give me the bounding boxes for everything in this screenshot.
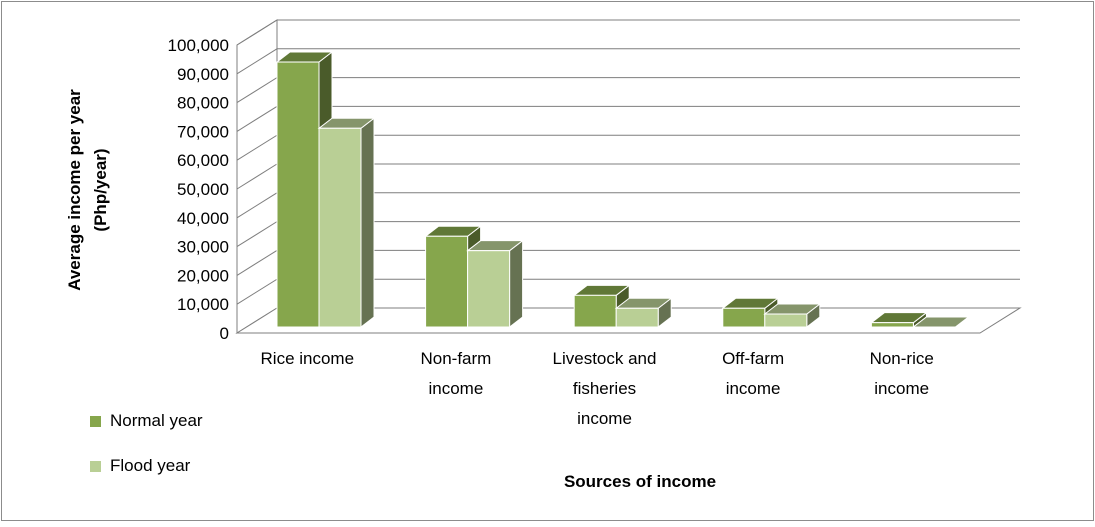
bar-front <box>764 313 808 328</box>
legend-label: Normal year <box>110 411 203 430</box>
y-tick-labels: 0 10,000 20,000 30,000 40,000 50,000 60,000 70,… <box>168 36 229 343</box>
y-tick-label: 50,000 <box>177 180 229 199</box>
bar-front <box>467 250 511 328</box>
y-axis-title-line2: (Php/year) <box>91 148 110 231</box>
y-tick-label: 100,000 <box>168 36 229 55</box>
bar-front <box>425 235 469 328</box>
y-tick-label: 80,000 <box>177 94 229 113</box>
bar <box>614 297 673 329</box>
x-category-label: fisheries <box>573 379 636 398</box>
y-tick-label: 20,000 <box>177 266 229 285</box>
legend-label: Flood year <box>110 456 191 475</box>
x-category-label: Livestock and <box>553 349 657 368</box>
x-category-label: income <box>428 379 483 398</box>
bars <box>275 51 970 329</box>
bar <box>763 303 822 329</box>
y-axis-title-line1: Average income per year <box>65 89 84 291</box>
legend: Normal year Flood year <box>90 411 203 475</box>
y-tick-label: 10,000 <box>177 295 229 314</box>
legend-swatch <box>90 416 101 427</box>
gridline <box>236 48 1020 75</box>
bar-top <box>911 316 970 328</box>
bar-front <box>870 322 914 328</box>
x-category-label: Non-rice <box>870 349 934 368</box>
bar-front <box>276 61 320 328</box>
bar-side <box>509 239 524 329</box>
bar <box>317 117 376 329</box>
bar-front <box>318 127 362 328</box>
bar <box>869 311 928 329</box>
x-category-label: Non-farm <box>420 349 491 368</box>
bar <box>466 239 525 329</box>
bar-front <box>573 294 617 328</box>
legend-swatch <box>90 461 101 472</box>
y-tick-label: 60,000 <box>177 151 229 170</box>
x-axis-title: Sources of income <box>564 472 716 491</box>
y-tick-label: 90,000 <box>177 65 229 84</box>
gridline <box>236 19 1020 46</box>
x-category-label: Off-farm <box>722 349 784 368</box>
y-tick-label: 30,000 <box>177 238 229 257</box>
y-tick-label: 70,000 <box>177 122 229 141</box>
y-tick-label: 40,000 <box>177 209 229 228</box>
y-tick-label: 0 <box>220 324 229 343</box>
x-category-label: income <box>577 409 632 428</box>
x-category-labels: Rice income Non-farm income Livestock and fi… <box>261 349 934 428</box>
bar-front <box>722 307 766 328</box>
x-category-label: income <box>874 379 929 398</box>
bar-side <box>360 117 375 329</box>
x-category-label: Rice income <box>261 349 355 368</box>
bar-front <box>615 307 659 328</box>
x-category-label: income <box>726 379 781 398</box>
bar <box>911 316 970 328</box>
